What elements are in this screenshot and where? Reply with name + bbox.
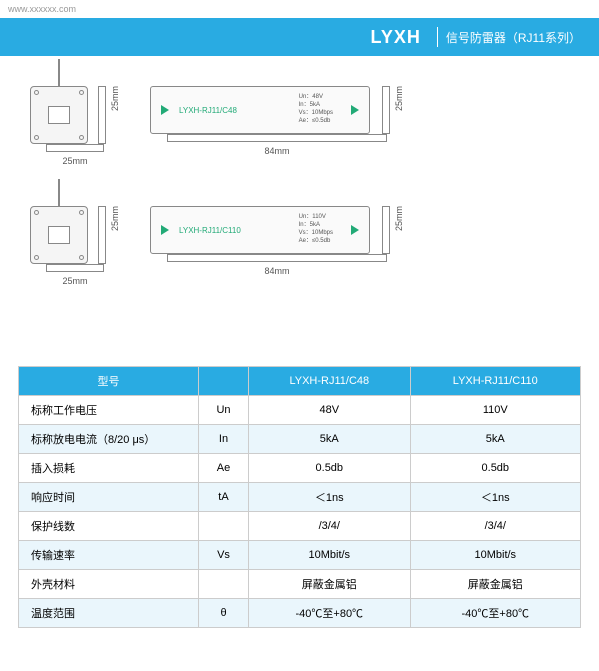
- table-row: 插入损耗Ae0.5db0.5db: [19, 454, 581, 483]
- small-device-1: 25mm 25mm: [30, 86, 120, 166]
- cell-symbol: [199, 570, 249, 599]
- header-subtitle: 信号防雷器（RJ11系列）: [446, 29, 581, 46]
- table-row: 外壳材料 屏蔽金属铝屏蔽金属铝: [19, 570, 581, 599]
- dim-long2-w: 84mm: [264, 266, 289, 276]
- cell-v2: 0.5db: [410, 454, 580, 483]
- th-model: 型号: [19, 367, 199, 396]
- cell-v2: 110V: [410, 396, 580, 425]
- th-col2: LYXH-RJ11/C110: [410, 367, 580, 396]
- header-separator: [437, 27, 438, 47]
- dim-small1-w: 25mm: [62, 156, 87, 166]
- long-device-1: LYXH-RJ11/C48 Un：48V In：5kA Vs：10Mbps Ae…: [150, 86, 404, 156]
- rj11-port-icon: [48, 106, 70, 124]
- long-device-side: LYXH-RJ11/C110 Un：110V In：5kA Vs：10Mbps …: [150, 206, 370, 254]
- model-label-1: LYXH-RJ11/C48: [179, 106, 237, 115]
- dim-long1-w: 84mm: [264, 146, 289, 156]
- arrow-out-icon: [351, 105, 359, 115]
- arrow-in-icon: [161, 105, 169, 115]
- diagram-area: 25mm 25mm LYXH-RJ11/C48 Un：48V In：5kA Vs…: [0, 56, 599, 366]
- cell-label: 外壳材料: [19, 570, 199, 599]
- small-device-front: [30, 86, 88, 144]
- cell-symbol: tA: [199, 483, 249, 512]
- cell-v1: 48V: [249, 396, 411, 425]
- cell-label: 标称工作电压: [19, 396, 199, 425]
- cell-label: 传输速率: [19, 541, 199, 570]
- dim-small2-w: 25mm: [62, 276, 87, 286]
- diagram-row-2: 25mm 25mm LYXH-RJ11/C110 Un：110V In：5kA …: [30, 206, 569, 286]
- spec-table-wrap: 型号 LYXH-RJ11/C48 LYXH-RJ11/C110 标称工作电压Un…: [0, 366, 599, 658]
- table-row: 传输速率Vs10Mbit/s10Mbit/s: [19, 541, 581, 570]
- cell-v2: 屏蔽金属铝: [410, 570, 580, 599]
- table-row: 温度范围θ-40℃至+80℃-40℃至+80℃: [19, 599, 581, 628]
- cell-v1: /3/4/: [249, 512, 411, 541]
- cell-symbol: θ: [199, 599, 249, 628]
- cell-symbol: [199, 512, 249, 541]
- cell-label: 温度范围: [19, 599, 199, 628]
- cell-label: 标称放电电流（8/20 μs）: [19, 425, 199, 454]
- cell-symbol: In: [199, 425, 249, 454]
- dim-small1-h: 25mm: [110, 86, 120, 111]
- cell-v2: ＜1ns: [410, 483, 580, 512]
- url-bar: www.xxxxxx.com: [0, 0, 599, 18]
- cell-v1: -40℃至+80℃: [249, 599, 411, 628]
- cell-v1: 0.5db: [249, 454, 411, 483]
- cell-v2: 10Mbit/s: [410, 541, 580, 570]
- table-head-row: 型号 LYXH-RJ11/C48 LYXH-RJ11/C110: [19, 367, 581, 396]
- cell-v2: -40℃至+80℃: [410, 599, 580, 628]
- cell-v1: ＜1ns: [249, 483, 411, 512]
- small-device-2: 25mm 25mm: [30, 206, 120, 286]
- rj11-port-icon: [48, 226, 70, 244]
- long-device-2: LYXH-RJ11/C110 Un：110V In：5kA Vs：10Mbps …: [150, 206, 404, 276]
- spec-block-1: Un：48V In：5kA Vs：10Mbps Ae：≤0.5db: [299, 94, 333, 125]
- cell-symbol: Vs: [199, 541, 249, 570]
- dim-long2-h: 25mm: [394, 206, 404, 231]
- cell-label: 保护线数: [19, 512, 199, 541]
- dim-long1-h: 25mm: [394, 86, 404, 111]
- th-col1: LYXH-RJ11/C48: [249, 367, 411, 396]
- spec-table: 型号 LYXH-RJ11/C48 LYXH-RJ11/C110 标称工作电压Un…: [18, 366, 581, 628]
- table-row: 保护线数/3/4//3/4/: [19, 512, 581, 541]
- cell-label: 响应时间: [19, 483, 199, 512]
- diagram-row-1: 25mm 25mm LYXH-RJ11/C48 Un：48V In：5kA Vs…: [30, 86, 569, 166]
- dim-small2-h: 25mm: [110, 206, 120, 231]
- arrow-in-icon: [161, 225, 169, 235]
- cell-v2: 5kA: [410, 425, 580, 454]
- cell-symbol: Un: [199, 396, 249, 425]
- header-bar: LYXH 信号防雷器（RJ11系列）: [0, 18, 599, 56]
- cell-v1: 5kA: [249, 425, 411, 454]
- header-brand: LYXH: [371, 27, 421, 48]
- small-device-front: [30, 206, 88, 264]
- model-label-2: LYXH-RJ11/C110: [179, 226, 241, 235]
- th-symbol: [199, 367, 249, 396]
- spec-block-2: Un：110V In：5kA Vs：10Mbps Ae：≤0.5db: [299, 214, 333, 245]
- long-device-side: LYXH-RJ11/C48 Un：48V In：5kA Vs：10Mbps Ae…: [150, 86, 370, 134]
- table-row: 响应时间tA＜1ns＜1ns: [19, 483, 581, 512]
- table-row: 标称工作电压Un48V110V: [19, 396, 581, 425]
- cell-symbol: Ae: [199, 454, 249, 483]
- cell-v2: /3/4/: [410, 512, 580, 541]
- cell-v1: 10Mbit/s: [249, 541, 411, 570]
- cell-v1: 屏蔽金属铝: [249, 570, 411, 599]
- table-row: 标称放电电流（8/20 μs）In5kA5kA: [19, 425, 581, 454]
- arrow-out-icon: [351, 225, 359, 235]
- cell-label: 插入损耗: [19, 454, 199, 483]
